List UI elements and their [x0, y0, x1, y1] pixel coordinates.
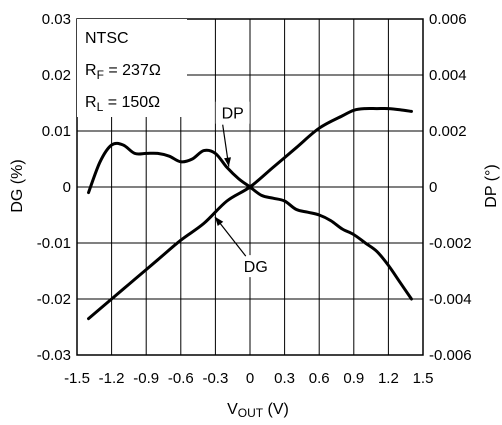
x-tick-label: -0.9 — [133, 370, 159, 387]
y-left-tick-label: -0.01 — [37, 235, 71, 252]
x-tick-label: -0.3 — [202, 370, 228, 387]
x-tick-label: -0.6 — [168, 370, 194, 387]
y-right-tick-label: 0.002 — [429, 123, 467, 140]
condition-label: NTSC — [85, 30, 129, 47]
annotation-arrowhead — [214, 216, 224, 227]
annotation-arrowhead — [224, 157, 231, 167]
tick-labels: -1.5 -1.2 -0.9 -0.6 -0.3 0 0.3 0.6 0.9 1.2 1.5 0.03… — [37, 11, 472, 387]
y-axis-left-label: DG (%) — [9, 159, 26, 212]
x-tick-label: 1.5 — [413, 370, 434, 387]
conditions-box: NTSC RF = 237Ω RL = 150Ω — [77, 19, 187, 117]
annotation-dg: DG — [244, 259, 268, 276]
y-left-tick-label: -0.03 — [37, 347, 71, 364]
y-axis-right-label: DP (°) — [483, 164, 500, 207]
y-right-tick-label: 0 — [429, 179, 437, 196]
y-left-tick-label: 0.02 — [42, 67, 71, 84]
x-tick-label: 0.6 — [309, 370, 330, 387]
annotation-dp: DP — [222, 106, 244, 123]
y-left-tick-label: 0 — [63, 179, 71, 196]
series-line-dp — [87, 141, 413, 301]
x-axis-label: VOUT (V) — [227, 401, 289, 420]
condition-label: RF = 237Ω — [85, 62, 161, 82]
x-tick-label: -1.2 — [99, 370, 125, 387]
y-left-tick-label: 0.01 — [42, 123, 71, 140]
annotations: DP DG — [214, 101, 273, 278]
annotation-bg — [238, 255, 273, 278]
y-right-tick-label: 0.004 — [429, 67, 467, 84]
x-tick-label: 0.3 — [274, 370, 295, 387]
x-tick-label: 1.2 — [378, 370, 399, 387]
x-tick-label: 0 — [246, 370, 254, 387]
series-line-dg — [87, 106, 413, 321]
y-right-tick-label: -0.004 — [429, 291, 472, 308]
plot-border — [76, 18, 424, 356]
y-left-tick-label: 0.03 — [42, 11, 71, 28]
x-tick-label: -1.5 — [64, 370, 90, 387]
plot-frame — [76, 18, 424, 356]
conditions-background — [77, 19, 187, 117]
condition-label: RL = 150Ω — [85, 94, 160, 114]
y-right-tick-label: -0.006 — [429, 347, 472, 364]
annotation-bg — [215, 101, 250, 124]
series-layer — [87, 106, 413, 321]
y-right-tick-label: 0.006 — [429, 11, 467, 28]
x-tick-label: 0.9 — [343, 370, 364, 387]
y-right-tick-label: -0.002 — [429, 235, 472, 252]
y-left-tick-label: -0.02 — [37, 291, 71, 308]
